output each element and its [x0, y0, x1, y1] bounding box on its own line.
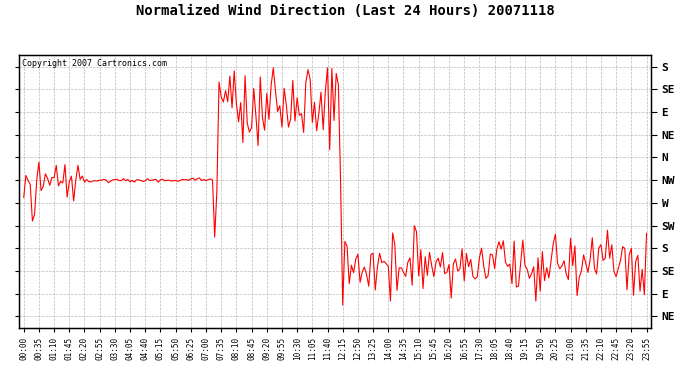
Text: Normalized Wind Direction (Last 24 Hours) 20071118: Normalized Wind Direction (Last 24 Hours… — [136, 4, 554, 18]
Text: Copyright 2007 Cartronics.com: Copyright 2007 Cartronics.com — [22, 59, 168, 68]
